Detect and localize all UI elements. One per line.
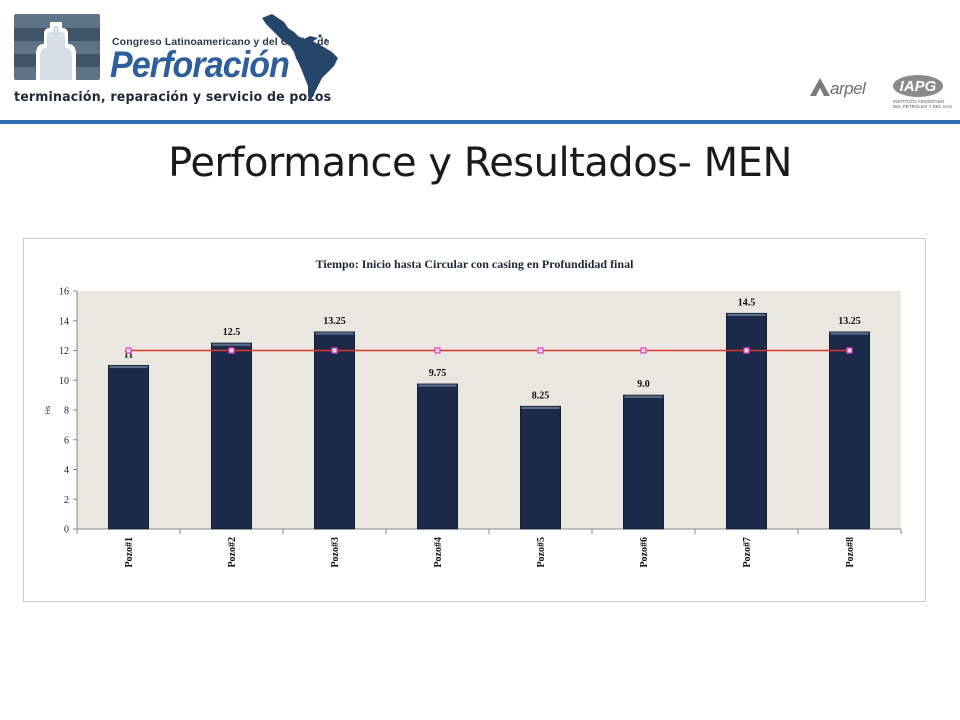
bar-chart: 0 2 4 6 8 10 12 14 16 Hs 11 Pozo#1 12.5 Pozo#2 13.25 Po… bbox=[45, 287, 902, 568]
reference-marker bbox=[228, 347, 235, 354]
category-label: Pozo#4 bbox=[433, 537, 444, 568]
header-divider bbox=[0, 120, 960, 124]
data-label: 8.25 bbox=[532, 390, 550, 401]
reference-marker bbox=[846, 347, 853, 354]
bar-highlight bbox=[315, 332, 354, 335]
bar-highlight bbox=[521, 406, 560, 409]
category-label: Pozo#1 bbox=[124, 537, 135, 568]
congreso-text: Congreso Latinoamericano y del Caribe de bbox=[112, 36, 330, 48]
bar-highlight bbox=[109, 365, 148, 369]
y-tick-label: 0 bbox=[64, 525, 69, 536]
data-label: 11 bbox=[124, 349, 133, 360]
chart-frame: Tiempo: Inicio hasta Circular con casing… bbox=[23, 238, 926, 602]
reference-marker bbox=[537, 347, 544, 354]
header-banner: Congreso Latinoamericano y del Caribe de… bbox=[0, 0, 960, 125]
bar bbox=[520, 405, 561, 530]
bar bbox=[211, 342, 252, 530]
bar bbox=[417, 383, 458, 530]
category-label: Pozo#2 bbox=[227, 537, 238, 568]
iapg-logo-text: IAPG bbox=[900, 78, 937, 95]
latin-america-map-icon bbox=[262, 14, 338, 102]
y-tick-label: 14 bbox=[59, 316, 69, 327]
bar-highlight bbox=[624, 395, 663, 398]
bar bbox=[314, 331, 355, 530]
y-tick-label: 16 bbox=[59, 287, 69, 298]
arpel-logo-icon bbox=[810, 78, 830, 96]
drilling-rig-logo-icon bbox=[14, 14, 100, 80]
reference-marker bbox=[434, 347, 441, 354]
slide-title: Performance y Resultados- MEN bbox=[168, 140, 792, 186]
bar-highlight bbox=[212, 343, 251, 346]
y-tick-label: 6 bbox=[64, 435, 69, 446]
reference-marker bbox=[743, 347, 750, 354]
data-label: 13.25 bbox=[323, 316, 346, 327]
bar bbox=[726, 312, 767, 530]
y-axis-label: Hs bbox=[45, 405, 52, 414]
tagline-text: terminación, reparación y servicio de po… bbox=[14, 89, 332, 105]
bar bbox=[623, 394, 664, 530]
data-label: 13.25 bbox=[838, 316, 861, 327]
y-tick-label: 10 bbox=[59, 376, 69, 387]
data-label: 9.75 bbox=[429, 368, 447, 379]
category-label: Pozo#3 bbox=[330, 537, 341, 568]
y-tick-label: 4 bbox=[64, 465, 69, 476]
chart-title: Tiempo: Inicio hasta Circular con casing… bbox=[315, 257, 634, 271]
category-label: Pozo#5 bbox=[536, 537, 547, 568]
bar bbox=[829, 331, 870, 530]
bar-highlight bbox=[830, 332, 869, 335]
plot-area bbox=[77, 291, 901, 529]
bar bbox=[108, 364, 149, 530]
category-label: Pozo#6 bbox=[639, 537, 650, 568]
data-label: 9.0 bbox=[637, 379, 650, 390]
bar-highlight bbox=[418, 384, 457, 387]
data-label: 14.5 bbox=[738, 297, 756, 308]
y-tick-label: 8 bbox=[64, 406, 69, 417]
brand-title: Perforación bbox=[110, 44, 290, 85]
y-tick-label: 2 bbox=[64, 495, 69, 506]
reference-marker bbox=[640, 347, 647, 354]
iapg-logo-icon: IAPG bbox=[893, 75, 943, 97]
y-tick-label: 12 bbox=[59, 346, 69, 357]
reference-marker bbox=[125, 347, 132, 354]
arpel-logo-text: arpel bbox=[830, 79, 866, 98]
category-label: Pozo#7 bbox=[742, 537, 753, 568]
iapg-subtext: INSTITUTO ARGENTINO DEL PETRÓLEO Y DEL G… bbox=[893, 99, 953, 109]
reference-marker bbox=[331, 347, 338, 354]
bar-highlight bbox=[727, 313, 766, 317]
data-label: 12.5 bbox=[223, 327, 241, 338]
category-label: Pozo#8 bbox=[845, 537, 856, 568]
